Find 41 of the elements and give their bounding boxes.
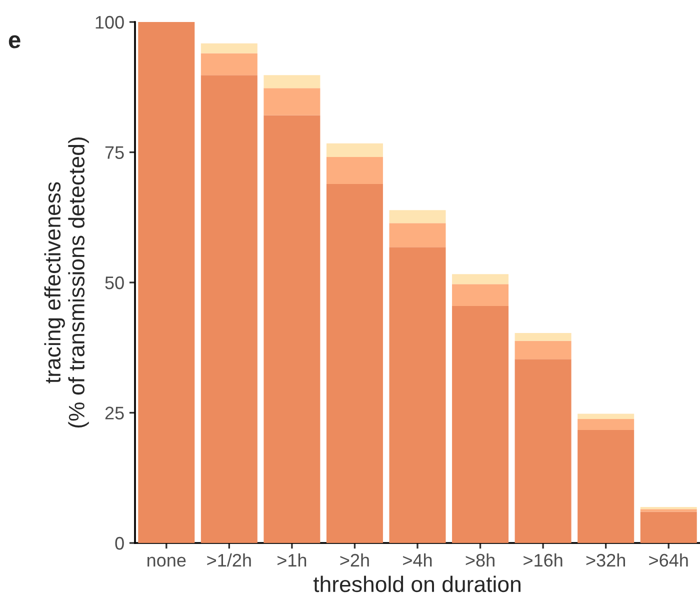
bar bbox=[138, 22, 195, 543]
bar bbox=[326, 184, 383, 543]
bar bbox=[200, 53, 258, 76]
x-tick-label: >1h bbox=[278, 553, 306, 566]
x-tick-label: >16h bbox=[524, 553, 562, 567]
text: e bbox=[8, 35, 20, 48]
bar bbox=[389, 247, 446, 543]
bar bbox=[640, 509, 697, 512]
bar bbox=[578, 414, 634, 419]
bar bbox=[452, 284, 509, 306]
bar bbox=[514, 359, 572, 543]
bar bbox=[578, 430, 634, 543]
bar bbox=[200, 75, 258, 543]
bar bbox=[452, 306, 509, 543]
bar bbox=[326, 143, 383, 157]
x-tick-label: >8h bbox=[466, 553, 494, 567]
bar bbox=[640, 512, 697, 543]
x-tick-label: >4h bbox=[403, 553, 432, 566]
x-tick-label: none bbox=[148, 556, 186, 567]
y-tick-label: 0 bbox=[115, 536, 124, 550]
y-tick-label: 25 bbox=[105, 406, 124, 420]
y-axis-title: tracing effectiveness (% of transmissions detected) bbox=[44, 138, 89, 428]
y-tick-label: 75 bbox=[105, 146, 124, 159]
bar bbox=[452, 274, 509, 284]
bar bbox=[264, 115, 320, 543]
bar bbox=[578, 419, 634, 430]
bar bbox=[389, 210, 446, 224]
bar bbox=[264, 88, 320, 116]
x-tick-label: >2h bbox=[340, 553, 369, 566]
x-tick-label: >32h bbox=[586, 553, 625, 567]
bar bbox=[514, 333, 572, 341]
x-tick-label: >64h bbox=[649, 553, 688, 567]
bar bbox=[514, 340, 572, 360]
bar bbox=[389, 223, 446, 248]
y-tick-label: 100 bbox=[96, 16, 124, 29]
bar bbox=[264, 75, 320, 88]
x-axis-title: threshold on duration bbox=[313, 576, 520, 592]
bar bbox=[326, 156, 383, 184]
bar bbox=[200, 43, 258, 54]
y-tick-label: 50 bbox=[105, 276, 124, 290]
x-tick-label: >1/2h bbox=[207, 553, 251, 567]
